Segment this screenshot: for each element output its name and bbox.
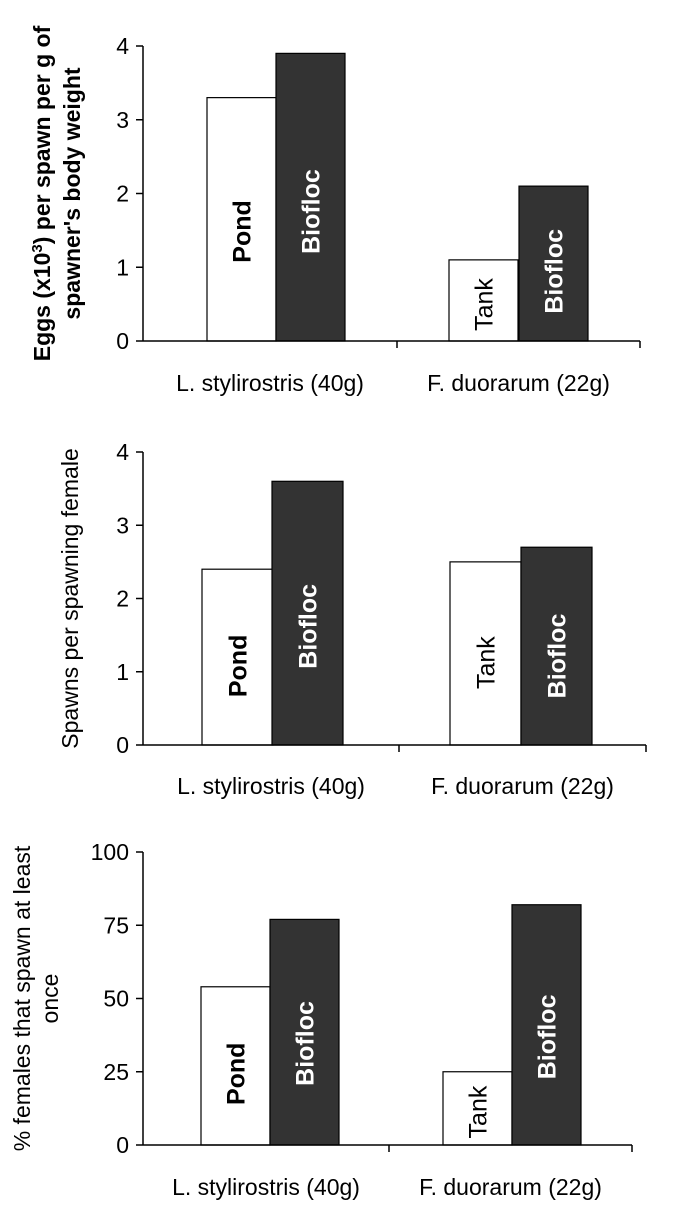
y-axis-title: Spawns per spawning female <box>57 448 83 748</box>
bar-label: Biofloc <box>534 994 562 1079</box>
y-tick-label: 3 <box>116 107 129 133</box>
bar-biofloc-f-duorarum <box>520 546 593 746</box>
y-tick-label: 25 <box>103 1059 129 1085</box>
y-tick-label: 4 <box>116 439 129 465</box>
category-label: L. stylirostris (40g) <box>172 1174 360 1200</box>
category-label: F. duorarum (22g) <box>427 370 610 396</box>
chart-panel-1: Pond Biofloc Tank Biofloc 0 1 2 3 4 L. stylirostr… <box>29 25 641 396</box>
bar-label: Tank <box>465 1085 493 1138</box>
bar-biofloc-f-duorarum <box>518 185 589 342</box>
chart-panel-2: Pond Biofloc Tank Biofloc 0 1 2 3 4 L. stylirostr… <box>57 439 647 799</box>
bar-tank-f-duorarum <box>448 259 519 342</box>
bar-biofloc-l-stylirostris <box>269 918 340 1146</box>
y-tick-label: 4 <box>116 33 129 59</box>
bar-label: Tank <box>473 636 501 689</box>
bar-label: Pond <box>229 200 257 263</box>
bar-label: Biofloc <box>541 229 569 314</box>
category-label: L. stylirostris (40g) <box>177 773 365 799</box>
bar-tank-f-duorarum <box>449 561 522 746</box>
y-tick-label: 100 <box>91 839 129 865</box>
bar-biofloc-l-stylirostris <box>271 480 344 746</box>
bar-label: Pond <box>225 635 253 698</box>
y-tick-label: 0 <box>116 1132 129 1158</box>
y-tick-label: 2 <box>116 181 129 207</box>
bar-label: Pond <box>223 1043 251 1106</box>
chart-panel-3: Pond Biofloc Tank Biofloc 0 25 50 75 100 L. styli… <box>9 839 633 1200</box>
category-label: F. duorarum (22g) <box>431 773 614 799</box>
bar-label: Biofloc <box>292 1001 320 1086</box>
bar-biofloc-l-stylirostris <box>275 52 346 342</box>
y-tick-label: 1 <box>116 254 129 280</box>
y-tick-label: 0 <box>116 732 129 758</box>
y-tick-label: 1 <box>116 659 129 685</box>
bar-label: Tank <box>471 278 499 331</box>
y-tick-label: 3 <box>116 512 129 538</box>
y-axis-title: % females that spawn at leastonce <box>9 845 63 1151</box>
y-tick-label: 75 <box>103 912 129 938</box>
bar-label: Biofloc <box>298 169 326 254</box>
y-tick-label: 50 <box>103 986 129 1012</box>
y-tick-label: 0 <box>116 328 129 354</box>
bar-label: Biofloc <box>295 584 323 669</box>
category-label: L. stylirostris (40g) <box>176 370 364 396</box>
bar-label: Biofloc <box>544 614 572 699</box>
y-tick-label: 2 <box>116 586 129 612</box>
category-label: F. duorarum (22g) <box>419 1174 602 1200</box>
y-axis-title: Eggs (x103) per spawn per g of spawner's … <box>29 25 86 361</box>
bar-biofloc-f-duorarum <box>511 904 582 1146</box>
bar-pond-l-stylirostris <box>206 97 277 342</box>
